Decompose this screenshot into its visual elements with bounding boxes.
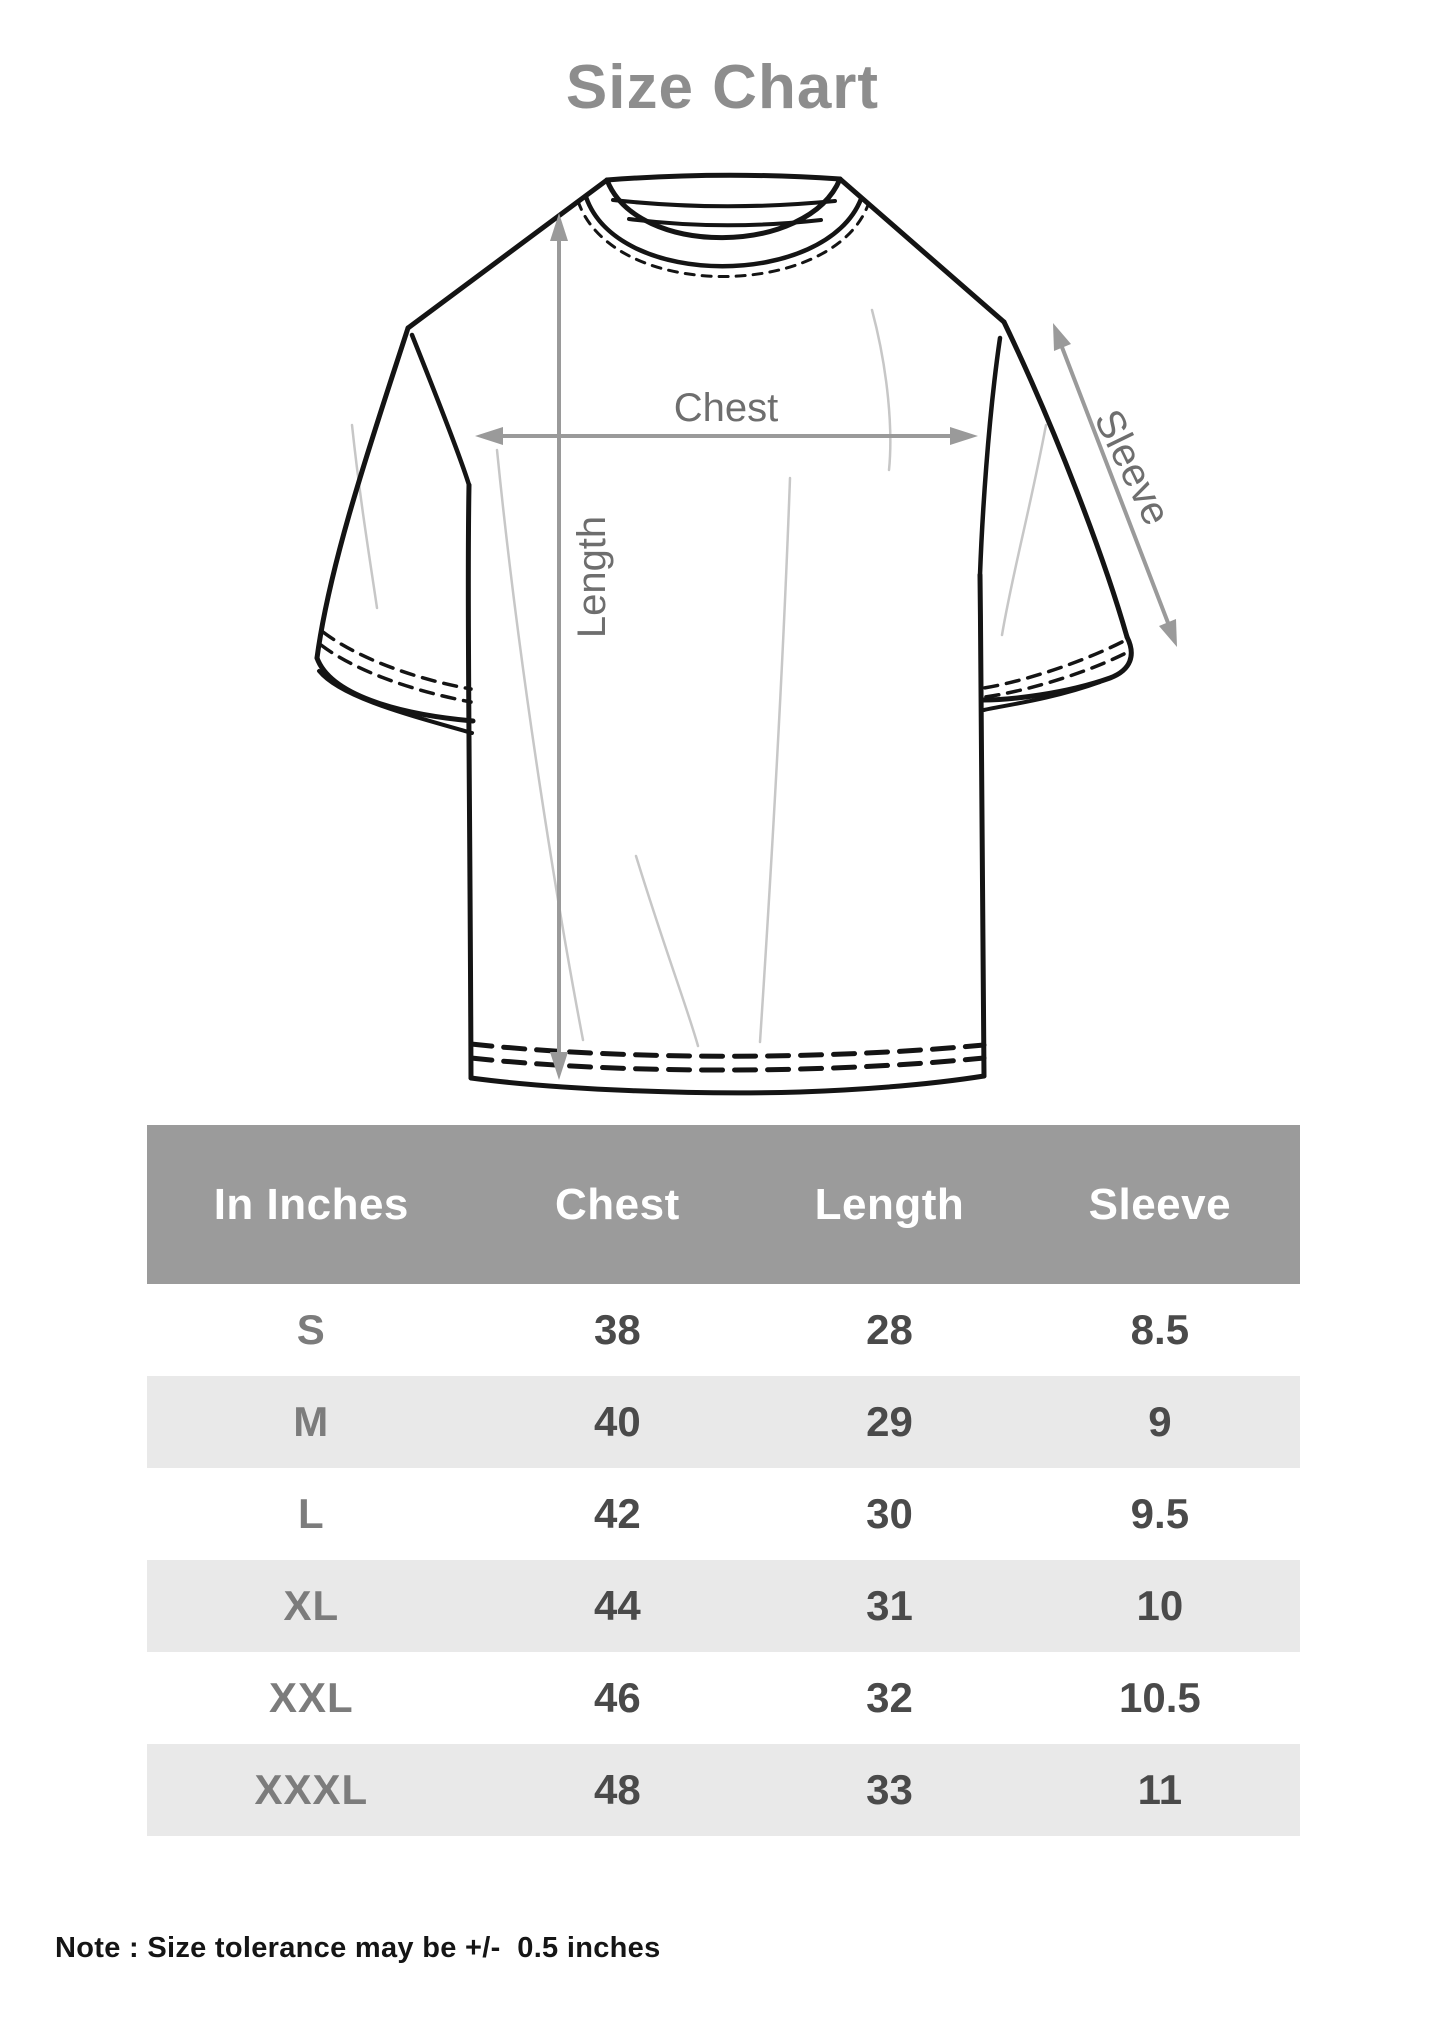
chest-cell: 46 xyxy=(594,1674,641,1721)
collar-top-line xyxy=(604,172,843,183)
sleeve-left-outer xyxy=(314,325,411,661)
chest-cell: 48 xyxy=(594,1766,641,1813)
length-cell: 30 xyxy=(866,1490,913,1537)
sleeve-dimension-label: Sleeve xyxy=(1086,403,1179,532)
collar-band-outer xyxy=(583,194,864,269)
cuff-left-fold xyxy=(317,669,474,735)
sleeve-arrow xyxy=(1053,323,1177,647)
fold-crease-lines xyxy=(350,308,1048,1048)
table-row: S 38 28 8.5 xyxy=(147,1284,1300,1376)
armhole-right xyxy=(977,335,1003,578)
header-sleeve: Sleeve xyxy=(1088,1179,1232,1229)
table-header-row: In Inches Chest Length Sleeve xyxy=(147,1125,1300,1284)
collar-stitch xyxy=(576,199,870,278)
chest-arrow xyxy=(475,427,978,445)
header-length: Length xyxy=(814,1179,965,1229)
chest-cell: 42 xyxy=(594,1490,641,1537)
size-cell: L xyxy=(297,1490,325,1537)
sleeve-cell: 9.5 xyxy=(1130,1490,1190,1537)
tshirt-diagram: Chest Length Sleeve xyxy=(314,172,1179,1096)
body-right-seam xyxy=(977,572,987,1079)
cuff-right-fold xyxy=(982,680,1102,712)
sleeve-cell: 9 xyxy=(1148,1398,1172,1445)
length-cell: 32 xyxy=(866,1674,913,1721)
length-cell: 31 xyxy=(866,1582,913,1629)
size-cell: XXL xyxy=(268,1674,354,1721)
cuff-right-stitch-1 xyxy=(982,640,1124,690)
header-unit: In Inches xyxy=(213,1179,409,1229)
size-cell: M xyxy=(293,1398,330,1445)
tolerance-note: Note : Size tolerance may be +/- 0.5 inc… xyxy=(55,1932,661,1964)
chest-cell: 44 xyxy=(594,1582,641,1629)
collar-inner-scoop xyxy=(604,176,843,241)
hem-stitch-1 xyxy=(468,1041,987,1059)
table-row: XL 44 31 10 xyxy=(147,1560,1300,1652)
shoulder-right xyxy=(837,176,1007,325)
size-cell: XL xyxy=(283,1582,340,1629)
page-title: Size Chart xyxy=(565,53,880,122)
sleeve-cell: 10.5 xyxy=(1118,1674,1201,1721)
hem-stitch-2 xyxy=(468,1055,987,1073)
chest-cell: 38 xyxy=(594,1306,641,1353)
body-left-seam xyxy=(465,482,474,1081)
sleeve-cell: 10 xyxy=(1136,1582,1184,1629)
sleeve-cell: 11 xyxy=(1137,1766,1183,1813)
sleeve-right-outer xyxy=(1001,319,1130,640)
size-table: In Inches Chest Length Sleeve S 38 28 8.… xyxy=(147,1125,1300,1836)
cuff-left-stitch-1 xyxy=(321,630,473,691)
tshirt-outline xyxy=(314,172,1134,1096)
sleeve-cell: 8.5 xyxy=(1130,1306,1190,1353)
size-cell: XXXL xyxy=(254,1766,369,1813)
cuff-left-stitch-2 xyxy=(319,643,473,704)
collar-back-line-1 xyxy=(611,198,837,209)
length-cell: 29 xyxy=(866,1398,913,1445)
table-row: L 42 30 9.5 xyxy=(147,1468,1300,1560)
measurement-arrows xyxy=(475,213,1177,1080)
header-chest: Chest xyxy=(555,1179,680,1229)
length-cell: 33 xyxy=(866,1766,913,1813)
length-arrow xyxy=(550,213,568,1080)
shoulder-left xyxy=(405,177,610,331)
armhole-left xyxy=(409,332,472,488)
cuff-right-stitch-2 xyxy=(983,652,1126,699)
chest-cell: 40 xyxy=(594,1398,641,1445)
table-row: XXL 46 32 10.5 xyxy=(147,1652,1300,1744)
length-dimension-label: Length xyxy=(570,516,614,638)
size-cell: S xyxy=(296,1306,326,1353)
hem-bottom xyxy=(468,1073,987,1096)
table-row: M 40 29 9 xyxy=(147,1376,1300,1468)
length-cell: 28 xyxy=(866,1306,913,1353)
chest-dimension-label: Chest xyxy=(674,386,779,430)
table-row: XXXL 48 33 11 xyxy=(147,1744,1300,1836)
